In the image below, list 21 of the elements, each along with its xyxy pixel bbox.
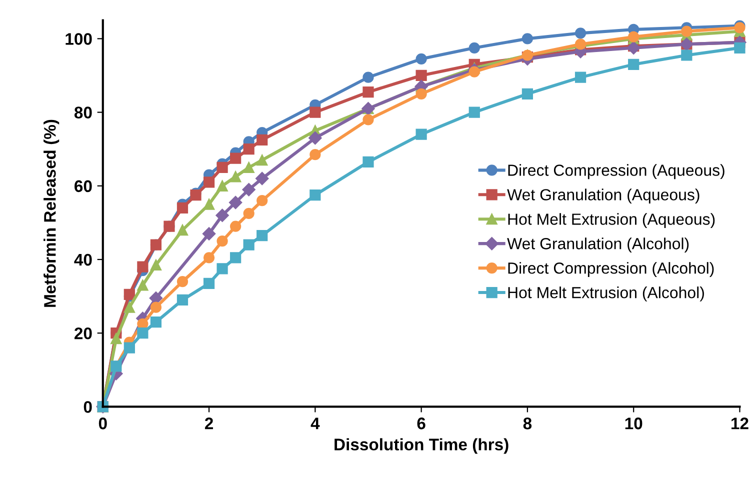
x-tick-label: 10 — [625, 418, 642, 430]
y-tick-label: 80 — [74, 106, 92, 118]
y-tick-label: 60 — [74, 180, 92, 192]
x-tick-label: 12 — [732, 418, 748, 430]
legend-label: Direct Compression (Alcohol) — [508, 262, 714, 277]
x-tick-label: 4 — [310, 418, 320, 430]
y-axis-title: Metformin Released (%) — [44, 120, 60, 307]
legend-label: Wet Granulation (Aqueous) — [507, 188, 700, 204]
y-tick-label: 20 — [74, 327, 92, 340]
legend-label: Wet Granulation (Alcohol) — [507, 238, 689, 252]
y-tick-label: 40 — [74, 254, 92, 266]
y-tick-label: 100 — [66, 33, 92, 45]
legend-label: Hot Melt Extrusion (Alcohol) — [508, 286, 704, 302]
x-tick-label: 8 — [523, 418, 532, 430]
x-tick-label: 2 — [204, 418, 213, 430]
x-tick-label: 0 — [98, 418, 107, 430]
y-tick-label: 0 — [84, 401, 92, 413]
legend-label: Direct Compression (Aqueous) — [508, 164, 724, 180]
legend-label: Hot Melt Extrusion (Aqueous) — [508, 213, 715, 228]
x-axis-title: Dissolution Time (hrs) — [334, 438, 508, 454]
x-tick-label: 6 — [417, 418, 426, 430]
